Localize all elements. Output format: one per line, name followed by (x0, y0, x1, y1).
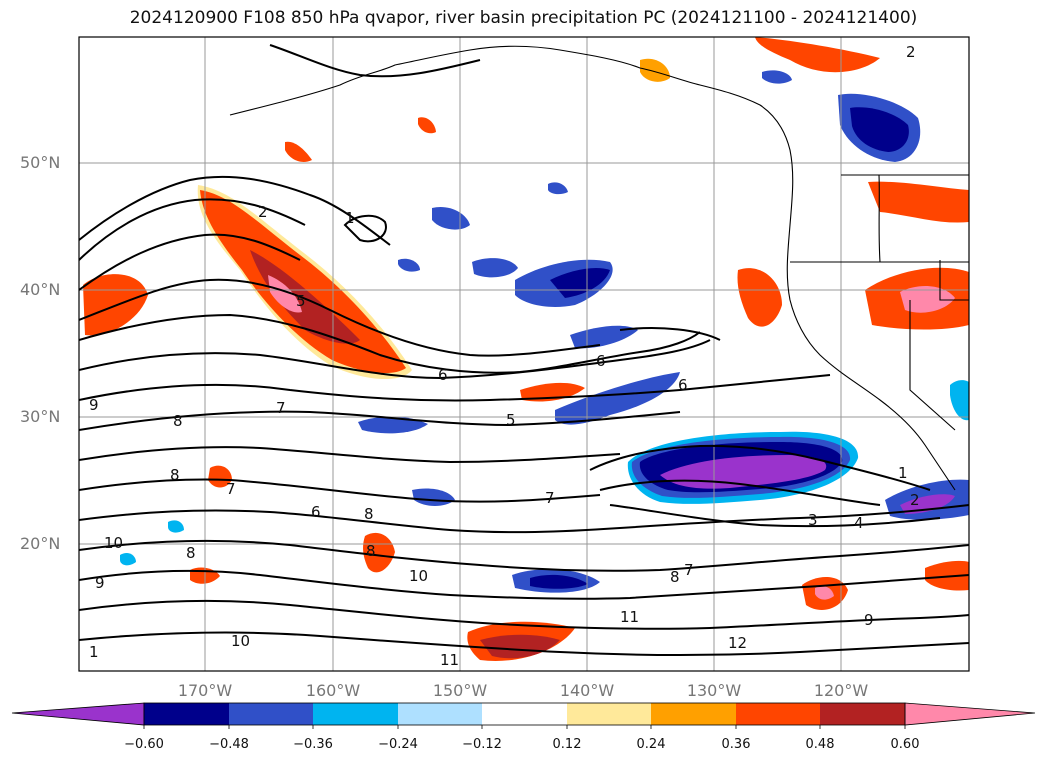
colorbar-tick-label: 0.48 (805, 737, 835, 752)
contour-label: 9 (89, 396, 99, 414)
colorbar-tick-label: 0.12 (552, 737, 582, 752)
contour-label: 9 (864, 611, 874, 629)
contour-label: 10 (104, 534, 123, 552)
contour-label: 6 (678, 376, 688, 394)
contour-label: 7 (545, 489, 555, 507)
colorbar-tick-label: 0.24 (636, 737, 666, 752)
lat-label: 40°N (20, 280, 61, 299)
colorbar-tick-label: −0.60 (124, 737, 164, 752)
map-frame (78, 36, 970, 672)
lon-label: 120°W (813, 681, 869, 700)
contour-label: 8 (186, 544, 196, 562)
contour-label: 1 (898, 464, 908, 482)
contour-label: 2 (258, 203, 268, 221)
lat-label: 50°N (20, 153, 61, 172)
contour-label: 11 (620, 608, 639, 626)
contour-label: 8 (366, 542, 376, 560)
colorbar-tick-label: −0.24 (378, 737, 418, 752)
positive-anomaly-regions (83, 37, 969, 661)
contour-label: 7 (226, 480, 236, 498)
lon-label: 150°W (432, 681, 488, 700)
lat-label: 30°N (20, 407, 61, 426)
contour-label: 6 (438, 366, 448, 384)
contour-label: 1 (345, 209, 355, 227)
colorbar-tick-label: 0.36 (721, 737, 751, 752)
lon-label: 170°W (177, 681, 233, 700)
contour-label: 10 (231, 632, 250, 650)
contour-label: 8 (173, 412, 183, 430)
graticule (79, 37, 969, 671)
contour-label: 7 (276, 399, 286, 417)
contour-label: 8 (170, 466, 180, 484)
contour-label: 2 (906, 43, 916, 61)
colorbar (11, 702, 1036, 729)
colorbar-tick-label: −0.48 (209, 737, 249, 752)
contour-label: 5 (296, 292, 306, 310)
contour-label: 9 (95, 574, 105, 592)
contour-label: 10 (409, 567, 428, 585)
coastlines (229, 45, 969, 491)
contour-label: 12 (728, 634, 747, 652)
contour-label: 8 (364, 505, 374, 523)
contour-label: 11 (440, 651, 459, 669)
lon-label: 130°W (686, 681, 742, 700)
lon-label: 160°W (305, 681, 361, 700)
colorbar-tick-label: −0.36 (293, 737, 333, 752)
lon-label: 140°W (559, 681, 615, 700)
contour-label: 4 (854, 514, 864, 532)
contour-label: 6 (311, 503, 321, 521)
contour-label-group: 2 1 2 5 6 6 6 9 8 7 5 8 7 6 8 8 7 3 4 1 … (89, 43, 920, 669)
lat-label: 20°N (20, 534, 61, 553)
contour-label: 1 (89, 643, 99, 661)
colorbar-tick-label: 0.60 (890, 737, 920, 752)
contour-label: 2 (910, 491, 920, 509)
qvapor-contours (79, 44, 969, 656)
contour-label: 7 (684, 561, 694, 579)
contour-label: 3 (808, 511, 818, 529)
contour-label: 8 (670, 568, 680, 586)
contour-label: 5 (506, 411, 516, 429)
contour-label: 6 (596, 352, 606, 370)
map-title: 2024120900 F108 850 hPa qvapor, river ba… (129, 8, 918, 28)
colorbar-tick-label: −0.12 (462, 737, 502, 752)
